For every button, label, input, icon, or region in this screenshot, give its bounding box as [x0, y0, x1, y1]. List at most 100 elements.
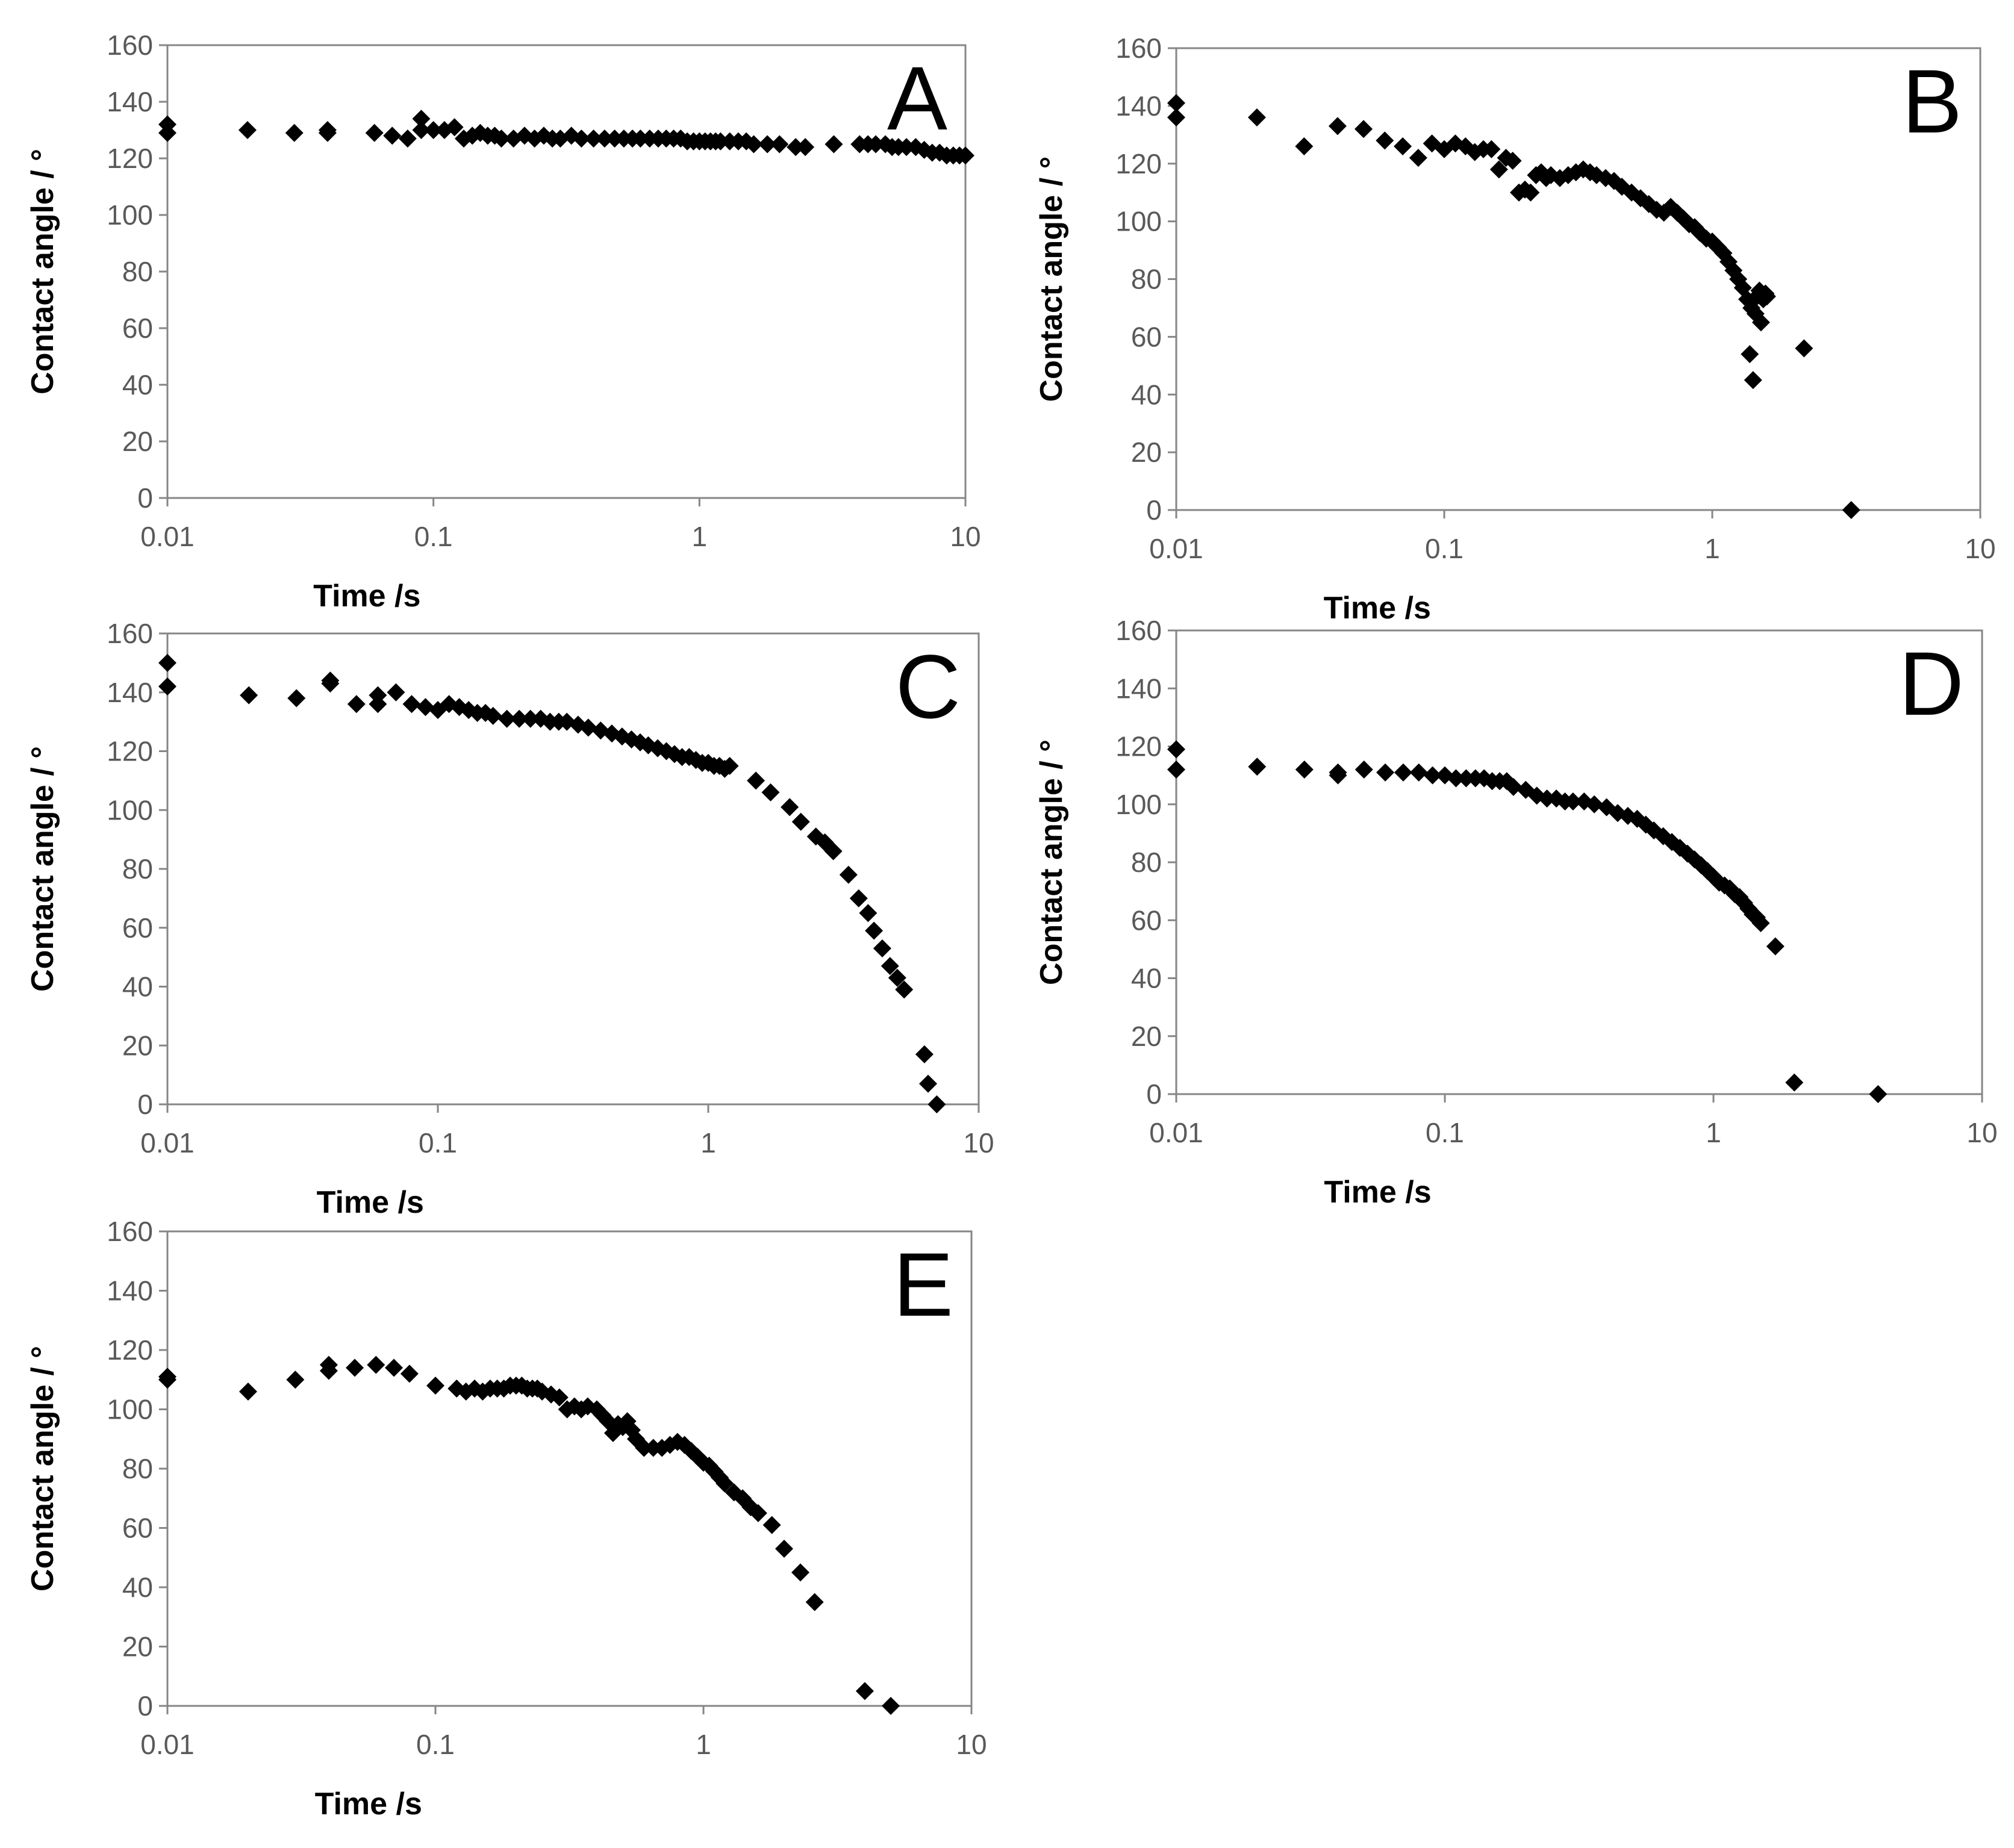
panel-label: D — [1899, 633, 1964, 734]
y-tick-label: 120 — [1115, 731, 1162, 762]
y-tick-label: 20 — [122, 1631, 153, 1663]
data-point — [321, 674, 340, 693]
data-point — [1376, 763, 1395, 782]
data-point — [758, 135, 777, 154]
panel-label: B — [1902, 51, 1962, 152]
data-point — [787, 138, 805, 157]
y-tick-label: 100 — [1115, 206, 1162, 237]
data-point — [1489, 160, 1508, 179]
data-point — [849, 889, 868, 907]
data-point — [385, 1358, 404, 1377]
data-point — [595, 129, 614, 148]
data-point — [716, 1474, 734, 1493]
y-tick-label: 140 — [107, 1275, 153, 1307]
y-tick-label: 100 — [1115, 789, 1162, 820]
y-tick-label: 0 — [1146, 494, 1162, 526]
chart-panel-d: 0 20 40 60 80 100 120 140 160 0.01 0.1 1 10 Time /s Co… — [1034, 615, 1998, 1210]
x-tick-label: 10 — [1965, 533, 1995, 564]
data-point — [897, 138, 916, 157]
y-axis-title: Contact angle / ° — [1034, 739, 1069, 985]
x-tick-label: 0.1 — [1425, 533, 1464, 564]
x-tick-label: 10 — [963, 1127, 994, 1159]
data-point — [400, 1364, 419, 1383]
data-point — [412, 121, 431, 139]
data-point — [158, 653, 176, 672]
data-point — [1423, 766, 1442, 785]
data-point — [855, 1682, 874, 1700]
data-point — [824, 842, 843, 860]
data-point — [383, 126, 402, 145]
data-point — [918, 1074, 937, 1093]
plot-area-e — [166, 1230, 973, 1707]
x-tick-label: 0.1 — [1426, 1117, 1464, 1148]
y-tick-label: 100 — [107, 1394, 153, 1425]
data-series — [1167, 740, 1888, 1103]
x-axis-title: Time /s — [313, 579, 420, 614]
data-series — [158, 1355, 900, 1715]
data-point — [1409, 149, 1427, 167]
y-tick-label: 20 — [1131, 437, 1162, 468]
data-point — [895, 980, 914, 999]
data-point — [744, 135, 763, 154]
data-point — [1394, 137, 1412, 155]
data-point — [1521, 183, 1540, 202]
data-point — [158, 677, 176, 695]
data-point — [1538, 789, 1556, 808]
data-point — [1447, 769, 1465, 788]
data-series — [158, 110, 974, 165]
data-point — [285, 123, 304, 142]
y-tick-label: 40 — [1131, 963, 1162, 994]
chart-panel-b: 0 20 40 60 80 100 120 140 160 0.01 0.1 1 10 Time /s Co… — [1034, 33, 1996, 626]
y-tick-label: 20 — [122, 426, 153, 457]
data-point — [1503, 151, 1522, 170]
data-point — [1167, 94, 1185, 113]
y-tick-label: 100 — [107, 199, 153, 231]
y-tick-label: 160 — [107, 1216, 153, 1247]
y-tick-label: 160 — [1115, 33, 1162, 64]
x-tick-label: 0.1 — [414, 521, 453, 552]
panel-label: A — [887, 48, 947, 149]
y-tick-label: 80 — [122, 1453, 153, 1484]
data-point — [906, 138, 925, 157]
data-point — [631, 129, 650, 148]
data-point — [1167, 761, 1185, 779]
data-point — [881, 957, 899, 975]
data-point — [720, 756, 739, 775]
x-tick-label: 1 — [1706, 1117, 1721, 1148]
y-tick-label: 120 — [107, 736, 153, 767]
data-point — [510, 709, 529, 728]
data-point — [605, 129, 624, 148]
y-tick-label: 40 — [122, 1572, 153, 1603]
data-point — [1394, 763, 1412, 782]
data-series — [158, 653, 946, 1113]
chart-panel-c: 0 20 40 60 80 100 120 140 160 0.01 0.1 1 10 Time /s Co… — [25, 618, 994, 1220]
y-tick-label: 0 — [137, 1089, 153, 1120]
x-axis-title: Time /s — [317, 1185, 424, 1220]
data-point — [319, 1361, 338, 1380]
data-point — [445, 118, 464, 137]
plot-area-b — [1175, 47, 1981, 511]
data-point — [761, 783, 780, 801]
data-point — [416, 698, 435, 717]
data-point — [1564, 792, 1582, 810]
x-tick-label: 10 — [1966, 1117, 1997, 1148]
y-tick-label: 60 — [122, 313, 153, 344]
y-tick-label: 60 — [1131, 321, 1162, 352]
data-point — [915, 1045, 934, 1063]
plot-area-d — [1175, 629, 1983, 1095]
y-tick-label: 60 — [1131, 904, 1162, 936]
data-point — [412, 110, 431, 128]
y-tick-label: 120 — [107, 143, 153, 174]
data-point — [550, 1388, 569, 1407]
x-axis-title: Time /s — [315, 1787, 422, 1822]
data-point — [1751, 313, 1770, 332]
data-point — [584, 129, 603, 148]
data-point — [579, 718, 597, 737]
y-tick-label: 140 — [1115, 90, 1162, 122]
data-point — [1585, 795, 1604, 814]
y-axis-title: Contact angle / ° — [25, 746, 60, 992]
y-tick-label: 60 — [122, 912, 153, 944]
y-axis-title: Contact angle / ° — [25, 149, 60, 394]
data-point — [1795, 339, 1813, 358]
